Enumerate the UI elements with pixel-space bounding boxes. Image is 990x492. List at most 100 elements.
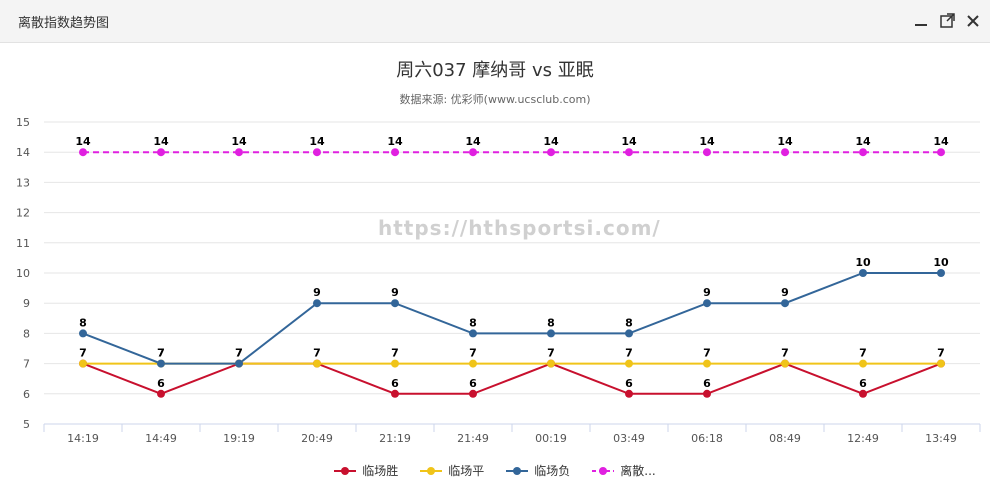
data-point	[313, 148, 321, 157]
legend-swatch	[506, 466, 529, 475]
data-point	[859, 148, 867, 157]
data-point	[157, 359, 165, 368]
data-label: 14	[933, 135, 949, 148]
data-point	[703, 148, 711, 157]
legend-item[interactable]: 临场负	[506, 462, 570, 479]
data-label: 14	[309, 135, 325, 148]
data-point	[625, 359, 633, 368]
y-tick-label: 5	[23, 418, 30, 431]
data-label: 14	[75, 135, 91, 148]
data-label: 8	[469, 316, 477, 329]
maximize-icon[interactable]	[938, 12, 956, 30]
data-point	[79, 148, 87, 157]
legend-label: 离散...	[620, 464, 656, 478]
data-label: 7	[79, 347, 87, 360]
x-tick-label: 00:19	[535, 432, 567, 445]
y-tick-label: 13	[16, 176, 30, 189]
data-point	[625, 389, 633, 398]
data-point	[313, 299, 321, 308]
data-point	[391, 148, 399, 157]
data-point	[157, 389, 165, 398]
data-point	[781, 299, 789, 308]
x-tick-label: 19:19	[223, 432, 255, 445]
series-line	[82, 362, 942, 395]
data-point	[625, 329, 633, 338]
legend-label: 临场胜	[362, 464, 399, 478]
data-point	[469, 359, 477, 368]
data-point	[937, 359, 945, 368]
data-point	[547, 329, 555, 338]
data-label: 7	[235, 347, 243, 360]
data-label: 7	[157, 347, 165, 360]
data-label: 10	[933, 256, 949, 269]
y-tick-label: 11	[16, 237, 30, 250]
data-label: 14	[465, 135, 481, 148]
data-point	[157, 148, 165, 157]
data-label: 7	[937, 347, 945, 360]
data-label: 8	[547, 316, 555, 329]
data-label: 7	[235, 347, 243, 360]
data-label: 7	[625, 347, 633, 360]
data-point	[625, 148, 633, 157]
data-label: 14	[153, 135, 169, 148]
data-point	[391, 299, 399, 308]
data-point	[79, 329, 87, 338]
x-tick-label: 06:18	[691, 432, 723, 445]
data-label: 6	[703, 377, 711, 390]
x-tick-label: 12:49	[847, 432, 879, 445]
chart-legend: 临场胜 临场平 临场负 离散...	[0, 462, 990, 479]
y-tick-label: 14	[16, 146, 30, 159]
data-label: 6	[391, 377, 399, 390]
legend-swatch	[420, 466, 443, 475]
legend-item[interactable]: 离散...	[592, 462, 656, 479]
y-tick-label: 10	[16, 267, 30, 280]
chart-subtitle: 数据来源: 优彩师(www.ucsclub.com)	[399, 93, 591, 106]
data-label: 6	[625, 377, 633, 390]
data-label: 9	[313, 286, 321, 299]
series-line	[82, 272, 941, 365]
data-label: 7	[703, 347, 711, 360]
data-label: 7	[157, 347, 165, 360]
data-label: 8	[79, 316, 87, 329]
x-tick-label: 14:19	[67, 432, 99, 445]
chart-title: 周六037 摩纳哥 vs 亚眠	[396, 60, 594, 81]
data-label: 9	[391, 286, 399, 299]
data-point	[469, 148, 477, 157]
data-point	[781, 359, 789, 368]
x-tick-label: 20:49	[301, 432, 333, 445]
x-tick-label: 14:49	[145, 432, 177, 445]
data-point	[859, 389, 867, 398]
legend-item[interactable]: 临场平	[420, 462, 484, 479]
close-icon[interactable]	[964, 12, 982, 30]
data-point	[703, 389, 711, 398]
data-point	[703, 299, 711, 308]
data-label: 8	[625, 316, 633, 329]
x-tick-label: 13:49	[925, 432, 957, 445]
y-tick-label: 8	[23, 327, 30, 340]
window-title: 离散指数趋势图	[18, 16, 110, 31]
data-label: 14	[621, 135, 637, 148]
data-point	[469, 329, 477, 338]
y-tick-label: 9	[23, 297, 30, 310]
data-point	[235, 359, 243, 368]
data-point	[235, 148, 243, 157]
data-point	[781, 148, 789, 157]
data-label: 6	[157, 377, 165, 390]
data-label: 9	[703, 286, 711, 299]
legend-item[interactable]: 临场胜	[334, 462, 398, 479]
x-tick-label: 08:49	[769, 432, 801, 445]
data-point	[937, 148, 945, 157]
data-label: 7	[469, 347, 477, 360]
y-tick-label: 15	[16, 116, 30, 129]
data-label: 10	[855, 256, 871, 269]
data-label: 14	[543, 135, 559, 148]
minimize-icon[interactable]	[912, 12, 930, 30]
data-label: 7	[391, 347, 399, 360]
data-point	[859, 359, 867, 368]
legend-label: 临场负	[534, 464, 571, 478]
data-point	[391, 359, 399, 368]
data-point	[859, 269, 867, 277]
data-label: 14	[231, 135, 247, 148]
legend-swatch	[334, 466, 357, 475]
